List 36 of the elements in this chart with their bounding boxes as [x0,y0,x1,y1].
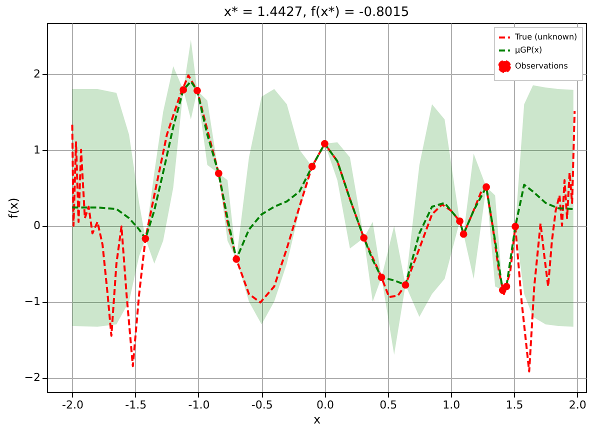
point [142,234,150,242]
legend-label: True (unknown) [514,32,578,42]
y-tick-label: 2 [34,67,40,80]
y-tick-label: 1 [34,143,40,156]
point [214,170,222,178]
x-tick-label: -2.0 [62,398,84,412]
x-tick-label: 0.5 [380,398,398,412]
point [460,230,468,238]
y-tick-label: 0 [34,219,40,232]
point [308,162,316,170]
point [194,86,201,94]
x-tick-label: -0.5 [251,398,273,412]
x-tick-label: 1.5 [506,398,524,412]
point [502,282,510,290]
y-tick-label: −2 [24,371,40,384]
point [482,183,490,191]
chart-title: x* = 1.4427, f(x*) = -0.8015 [224,5,410,20]
x-tick-label: -1.5 [125,398,147,412]
point [232,255,240,263]
point [360,234,368,242]
x-tick-label: 2.0 [568,398,586,412]
point [456,217,464,225]
point [378,274,386,282]
y-tick-label: −1 [24,295,40,308]
x-tick-label: -1.0 [188,398,210,412]
line-series [71,74,576,372]
point [320,140,328,148]
point [402,281,410,289]
legend-label: μGP(x) [515,46,542,54]
point [180,86,188,94]
x-tick-label: 0.0 [316,398,334,412]
legend-label: Observations [515,62,568,70]
x-tick-label: 1.0 [442,398,460,412]
x-axis-title: x [313,412,321,426]
y-axis-title: f(x) [6,198,20,218]
point [512,222,520,230]
